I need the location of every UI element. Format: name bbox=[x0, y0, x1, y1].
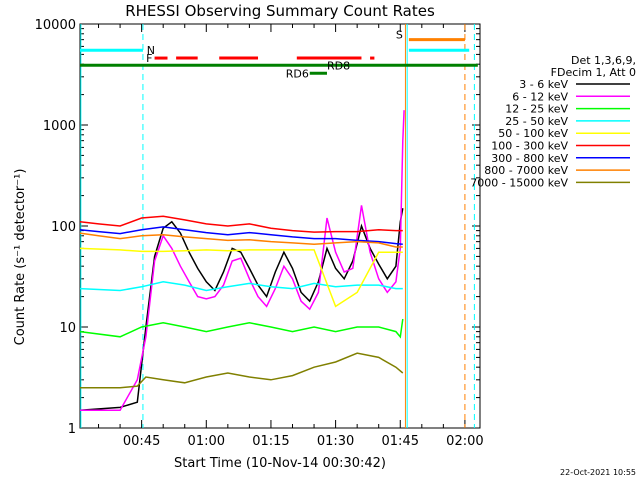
legend-header: FDecim 1, Att 0 bbox=[551, 66, 636, 79]
y-tick-label: 100 bbox=[51, 220, 76, 235]
x-axis-label: Start Time (10-Nov-14 00:30:42) bbox=[174, 456, 386, 471]
legend-entry-label: 50 - 100 keV bbox=[498, 127, 568, 140]
x-tick-label: 01:00 bbox=[188, 434, 225, 449]
flag-label: S bbox=[396, 29, 403, 42]
legend-entry-label: 12 - 25 keV bbox=[505, 103, 568, 116]
legend-entry-label: 25 - 50 keV bbox=[505, 115, 568, 128]
flag-label: N bbox=[147, 44, 155, 57]
series-line bbox=[79, 226, 403, 245]
legend-entry-label: 300 - 800 keV bbox=[491, 152, 568, 165]
y-tick-label: 1000 bbox=[43, 119, 76, 134]
x-tick-label: 00:45 bbox=[123, 434, 160, 449]
legend-entry-label: 800 - 7000 keV bbox=[484, 164, 568, 177]
chart-title: RHESSI Observing Summary Count Rates bbox=[125, 2, 435, 20]
x-tick-label: 01:15 bbox=[252, 434, 289, 449]
y-axis-label: Count Rate (s⁻¹ detector⁻¹) bbox=[13, 169, 28, 346]
x-tick-label: 01:30 bbox=[317, 434, 354, 449]
legend-entry-label: 3 - 6 keV bbox=[519, 78, 568, 91]
series-line bbox=[79, 318, 404, 339]
series-line bbox=[79, 215, 403, 233]
series-line bbox=[80, 352, 404, 389]
series-line bbox=[79, 247, 403, 308]
legend-entry-label: 7000 - 15000 keV bbox=[470, 176, 568, 189]
series-line bbox=[79, 232, 403, 248]
flag-label: RD8 bbox=[327, 59, 350, 72]
x-tick-label: 01:45 bbox=[382, 434, 419, 449]
footer-timestamp: 22-Oct-2021 10:55 bbox=[560, 468, 636, 477]
flag-label: F bbox=[146, 52, 152, 65]
legend-entry-label: 6 - 12 keV bbox=[512, 90, 568, 103]
x-tick-label: 02:00 bbox=[446, 434, 483, 449]
series-line bbox=[79, 281, 403, 292]
plot-area: 1 10 100 1000 10000 00:45 01:00 01:15 01:30 01:45… bbox=[35, 18, 484, 449]
y-tick-label: 1 bbox=[68, 422, 76, 437]
legend-header: Det 1,3,6,9, bbox=[571, 54, 636, 67]
y-tick-label: 10 bbox=[59, 321, 76, 336]
series-line bbox=[80, 110, 405, 411]
legend-entry-label: 100 - 300 keV bbox=[491, 140, 568, 153]
flag-label: RD6 bbox=[286, 67, 309, 80]
series-line bbox=[79, 208, 404, 411]
y-tick-label: 10000 bbox=[35, 18, 76, 33]
